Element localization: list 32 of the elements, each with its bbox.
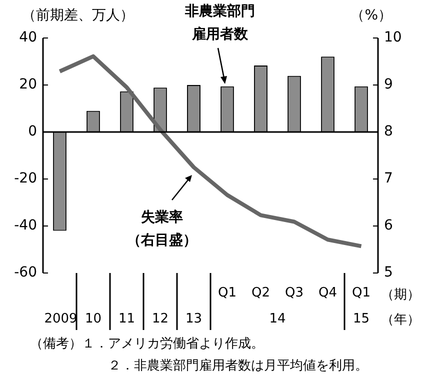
x-tick-label: Q3 xyxy=(284,285,304,300)
x-tick-label: Q2 xyxy=(251,285,270,300)
y2-tick-label: 10 xyxy=(384,30,402,46)
x-tick-label: Q1 xyxy=(352,285,371,300)
text: （備考）１．アメリカ労働省より作成。 xyxy=(30,336,264,352)
x-tick-label: 13 xyxy=(185,311,202,326)
y-tick-label: -40 xyxy=(14,218,37,234)
y-tick-label: -60 xyxy=(14,264,37,281)
y-tick-label: -20 xyxy=(14,170,37,187)
y2-tick-label: 9 xyxy=(384,76,393,93)
y2-tick-label: 5 xyxy=(384,264,393,281)
text: ２．非農業部門雇用者数は月平均値を利用。 xyxy=(108,357,368,374)
y2-tick-label: 7 xyxy=(384,170,393,187)
x-tick-label: 12 xyxy=(152,311,169,326)
x-axis-title: （期） xyxy=(381,287,420,302)
y-axis-title: （前期差、万人） xyxy=(22,8,134,24)
x-tick-label: 11 xyxy=(118,311,136,326)
y-tick-label: 40 xyxy=(19,30,37,46)
y2-tick-label: 8 xyxy=(384,124,393,140)
y-tick-label: 0 xyxy=(28,124,37,140)
x-tick-label: Q1 xyxy=(218,285,237,300)
y2-axis-title: （%） xyxy=(350,8,392,24)
x-tick-label: 10 xyxy=(84,311,102,326)
x-tick-label: 2009 xyxy=(44,311,78,326)
text: 15 xyxy=(352,311,370,326)
series-label: 非農業部門雇用者数 xyxy=(184,2,255,43)
text: 失業率（右目盛） xyxy=(127,208,197,249)
y-tick-label: 20 xyxy=(19,76,37,93)
text: 14 xyxy=(269,311,286,326)
x-tick-label: Q4 xyxy=(318,285,338,300)
y2-tick-label: 6 xyxy=(384,218,393,234)
text: （年） xyxy=(381,312,420,328)
